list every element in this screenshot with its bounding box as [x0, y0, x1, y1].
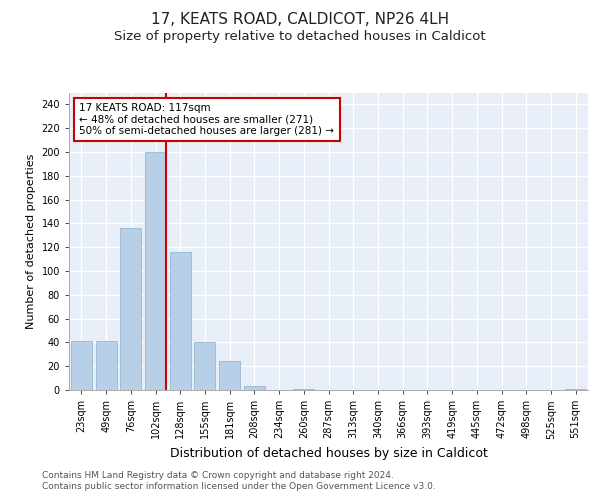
Bar	[145, 152, 166, 390]
Text: 17 KEATS ROAD: 117sqm
← 48% of detached houses are smaller (271)
50% of semi-det: 17 KEATS ROAD: 117sqm ← 48% of detached …	[79, 103, 334, 136]
X-axis label: Distribution of detached houses by size in Caldicot: Distribution of detached houses by size …	[170, 447, 487, 460]
Text: Contains HM Land Registry data © Crown copyright and database right 2024.: Contains HM Land Registry data © Crown c…	[42, 471, 394, 480]
Bar	[95, 341, 116, 390]
Bar	[219, 362, 240, 390]
Y-axis label: Number of detached properties: Number of detached properties	[26, 154, 36, 329]
Bar	[194, 342, 215, 390]
Text: 17, KEATS ROAD, CALDICOT, NP26 4LH: 17, KEATS ROAD, CALDICOT, NP26 4LH	[151, 12, 449, 28]
Bar	[170, 252, 191, 390]
Text: Size of property relative to detached houses in Caldicot: Size of property relative to detached ho…	[114, 30, 486, 43]
Bar	[565, 389, 586, 390]
Bar	[244, 386, 265, 390]
Bar	[71, 341, 92, 390]
Text: Contains public sector information licensed under the Open Government Licence v3: Contains public sector information licen…	[42, 482, 436, 491]
Bar	[120, 228, 141, 390]
Bar	[293, 389, 314, 390]
